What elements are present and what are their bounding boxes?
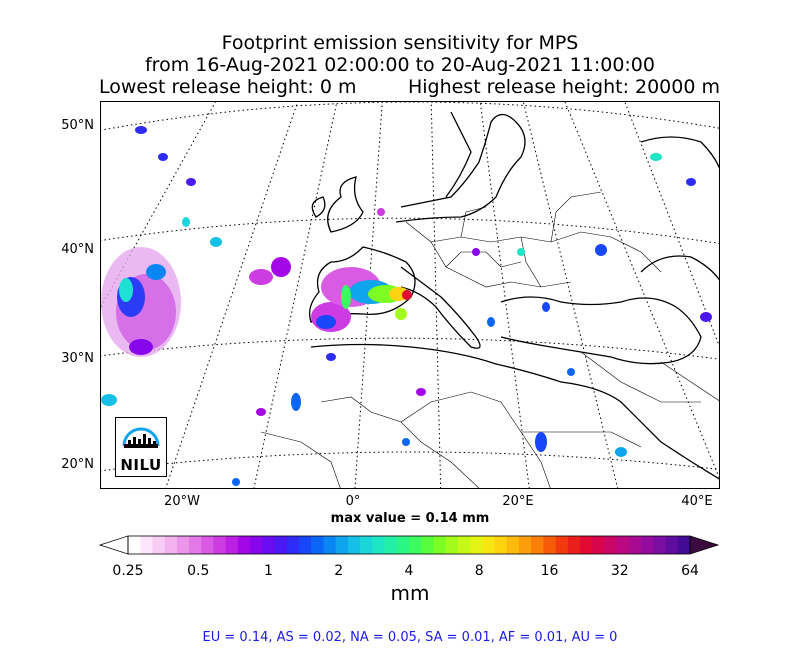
- colorbar-cell: [299, 536, 312, 554]
- footprint-map[interactable]: NILU: [100, 101, 720, 489]
- colorbar-cell: [323, 536, 337, 554]
- colorbar-cell: [189, 536, 202, 554]
- colorbar-tick-label: 4: [404, 563, 414, 579]
- colorbar-cell: [665, 536, 679, 554]
- nilu-logo-text: NILU: [120, 456, 162, 474]
- colorbar-cell: [518, 536, 532, 554]
- lat-label-20n: 20°N: [61, 457, 94, 472]
- graticule-lon-20e: [479, 102, 530, 488]
- country-borders: [260, 191, 719, 488]
- colorbar-tick-label: 1: [264, 563, 273, 579]
- colorbar-cell: [176, 536, 190, 554]
- colorbar-cell: [237, 536, 251, 554]
- colorbar-cell: [286, 536, 300, 554]
- colorbar-cell: [360, 536, 373, 554]
- colorbar-tick-label: 16: [540, 563, 559, 579]
- colorbar-cell: [604, 536, 618, 554]
- colorbar-cell: [201, 536, 214, 554]
- colorbar-cell: [567, 536, 581, 554]
- colorbar-cell: [592, 536, 605, 554]
- graticule-lon-30e: [522, 102, 619, 488]
- colorbar-cell: [653, 536, 666, 554]
- colorbar-cell: [409, 536, 422, 554]
- colorbar-cell: [445, 536, 459, 554]
- colorbar-cell: [311, 536, 324, 554]
- colorbar-cell: [213, 536, 227, 554]
- colorbar-cell: [628, 536, 642, 554]
- colorbar-cell: [140, 536, 153, 554]
- colorbar-under-triangle: [98, 535, 129, 555]
- graticule-lat-50: [101, 102, 719, 131]
- lon-label-0: 0°: [345, 494, 361, 509]
- colorbar-cell: [482, 536, 495, 554]
- lon-label-20w: 20°W: [164, 494, 200, 509]
- colorbar-cell: [372, 536, 385, 554]
- colorbar-cell: [128, 536, 141, 554]
- graticule-lon-20w: [165, 102, 299, 488]
- colorbar-cell: [396, 536, 410, 554]
- map-canvas: [101, 102, 719, 488]
- colorbar-cell: [225, 536, 239, 554]
- lowest-release-height: Lowest release height: 0 m: [99, 76, 357, 98]
- colorbar-cell: [457, 536, 471, 554]
- lat-label-30n: 30°N: [61, 351, 94, 366]
- map-date-range: from 16-Aug-2021 02:00:00 to 20-Aug-2021…: [144, 54, 655, 76]
- colorbar-cell: [555, 536, 569, 554]
- colorbar-tick-label: 2: [334, 563, 344, 579]
- graticule-lat-40: [101, 217, 719, 244]
- colorbar-cell: [616, 536, 630, 554]
- colorbar-cell: [494, 536, 508, 554]
- colorbar-cell: [421, 536, 434, 554]
- colorbar-tick-label: 0.5: [187, 563, 210, 579]
- region-stats: EU = 0.14, AS = 0.02, NA = 0.05, SA = 0.…: [202, 630, 618, 645]
- colorbar-tick-label: 0.25: [112, 563, 144, 579]
- colorbar-cell: [543, 536, 557, 554]
- colorbar-cell: [335, 536, 349, 554]
- colorbar-cell: [641, 536, 654, 554]
- lon-label-20e: 20°E: [502, 494, 534, 509]
- lat-label-40n: 40°N: [61, 242, 94, 257]
- colorbar-tick-label: 8: [474, 563, 484, 579]
- colorbar-cell: [384, 536, 398, 554]
- nilu-logo-mark: [122, 427, 160, 448]
- colorbar: [98, 535, 720, 555]
- nilu-logo: NILU: [115, 417, 167, 477]
- graticule-lon-10e: [430, 102, 442, 488]
- colorbar-over-triangle: [689, 535, 720, 555]
- colorbar-tick-label: 64: [681, 563, 699, 579]
- colorbar-cell: [506, 536, 520, 554]
- footprint-field: [101, 126, 712, 486]
- colorbar-cell: [262, 536, 276, 554]
- highest-release-height: Highest release height: 20000 m: [407, 76, 720, 98]
- lat-label-50n: 50°N: [61, 118, 94, 133]
- colorbar-cell: [152, 536, 166, 554]
- max-value-label: max value = 0.14 mm: [330, 511, 490, 526]
- colorbar-cell: [164, 536, 178, 554]
- coastlines: [308, 111, 719, 480]
- colorbar-cell: [274, 536, 288, 554]
- colorbar-tick-label: 32: [610, 563, 629, 579]
- colorbar-cell: [470, 536, 483, 554]
- graticule-lat-30: [101, 337, 719, 360]
- map-title: Footprint emission sensitivity for MPS: [221, 32, 579, 54]
- colorbar-cell: [531, 536, 544, 554]
- colorbar-cell: [580, 536, 593, 554]
- colorbar-cell: [677, 536, 691, 554]
- colorbar-cell: [250, 536, 263, 554]
- lon-label-40e: 40°E: [681, 494, 713, 509]
- graticule-lon-40e: [564, 102, 719, 479]
- colorbar-cell: [433, 536, 447, 554]
- colorbar-unit: mm: [390, 581, 430, 605]
- colorbar-cell: [347, 536, 361, 554]
- graticule-lon-0: [354, 102, 383, 488]
- graticule-lat-20: [101, 451, 719, 472]
